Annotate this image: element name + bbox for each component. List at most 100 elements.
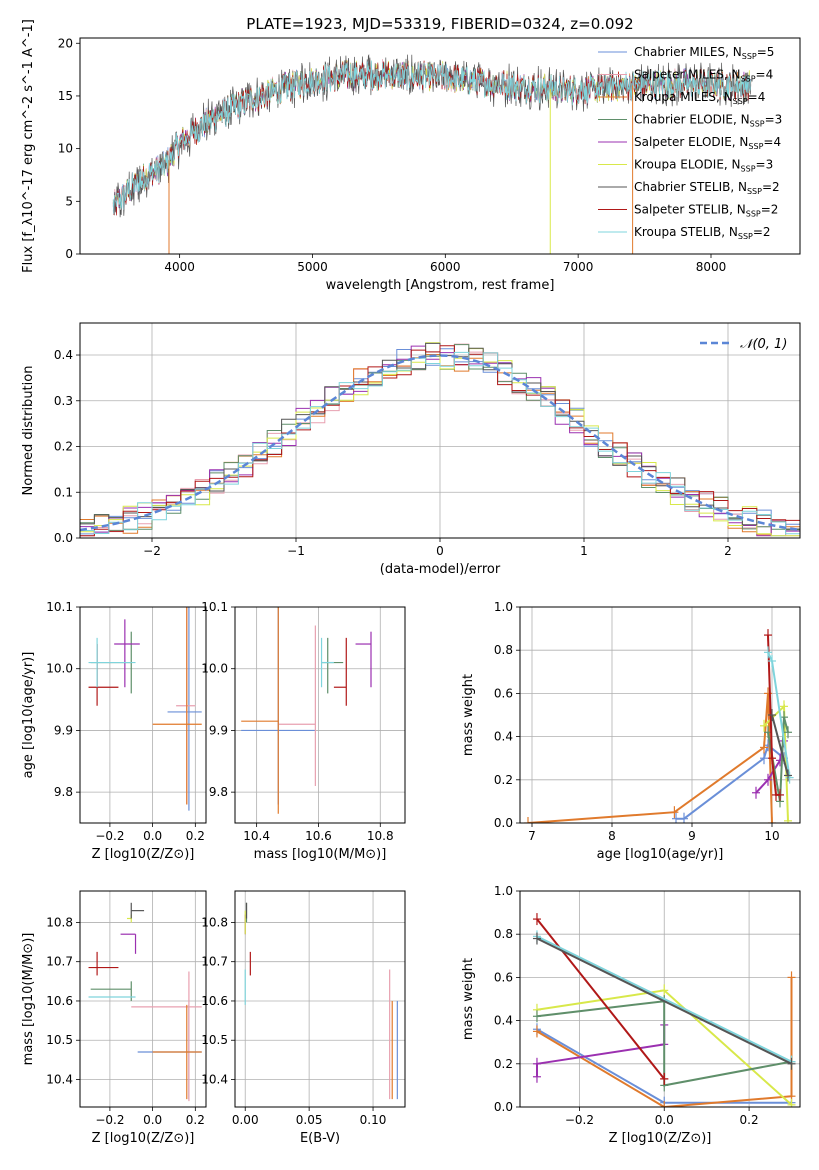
y-tick-label: 10.8 <box>46 915 73 929</box>
y-tick-label: 0.4 <box>494 730 513 744</box>
x-tick-label: 0 <box>436 544 444 558</box>
legend-label-2: Kroupa MILES, NSSP=4 <box>634 90 765 106</box>
legend-label-prefix: Chabrier ELODIE, N <box>634 113 750 127</box>
y-axis-label: mass weight <box>461 958 476 1040</box>
panel-residual_histogram: −2 −1 0 1 2 0.0 0.1 0.2 0.3 0.4 (data-model)/error… <box>21 322 801 577</box>
y-axis-label: mass weight <box>461 674 476 756</box>
figure-title: PLATE=1923, MJD=53319, FIBERID=0324, z=0… <box>246 15 633 33</box>
x-axis-label: E(B-V) <box>300 1131 340 1146</box>
legend-label-prefix: Salpeter MILES, N <box>634 68 741 82</box>
y-tick-label: 0.1 <box>54 485 73 499</box>
y-axis-label: mass [log10(M/M⊙)] <box>21 933 36 1066</box>
axes-frame <box>79 322 801 539</box>
y-tick-label: 0.2 <box>494 773 513 787</box>
x-tick-label: 4000 <box>164 260 195 274</box>
y-tick-label: 0 <box>65 247 73 261</box>
y-tick-label: 10.6 <box>201 994 228 1008</box>
x-axis-label: Z [log10(Z/Z⊙)] <box>92 847 195 862</box>
x-tick-label: 9 <box>688 829 696 843</box>
legend-label-sub: SSP <box>748 142 763 151</box>
y-tick-label: 10.7 <box>201 955 228 969</box>
plot-area <box>88 902 202 1102</box>
x-tick-label: 8000 <box>696 260 727 274</box>
legend-label-suffix: =4 <box>748 90 766 104</box>
y-tick-label: 10.0 <box>46 662 73 676</box>
legend-label-0: Chabrier MILES, NSSP=5 <box>634 45 774 61</box>
y-tick-label: 0.2 <box>54 440 73 454</box>
y-tick-label: 9.8 <box>209 785 228 799</box>
y-tick-label: 0.3 <box>54 394 73 408</box>
x-tick-label: 10.4 <box>243 829 270 843</box>
plot-area <box>88 607 202 811</box>
axes-frame <box>79 606 207 824</box>
legend-label-suffix: =2 <box>762 180 780 194</box>
legend-label-8: Kroupa STELIB, NSSP=2 <box>634 225 771 241</box>
x-tick-label: −0.2 <box>95 829 124 843</box>
y-tick-label: 0.6 <box>494 686 513 700</box>
y-tick-label: 10.1 <box>46 600 73 614</box>
massweight-line-6 <box>536 935 792 1063</box>
y-tick-label: 9.9 <box>54 723 73 737</box>
legend-label-suffix: =4 <box>763 135 781 149</box>
y-tick-label: 0.8 <box>494 643 513 657</box>
legend-label-suffix: =2 <box>753 225 771 239</box>
x-tick-label: 0.10 <box>360 1113 387 1127</box>
y-tick-label: 1.0 <box>494 600 513 614</box>
y-tick-label: 10.5 <box>46 1033 73 1047</box>
legend-label-sub: SSP <box>750 120 765 129</box>
y-axis-label: Normed distribution <box>21 366 36 496</box>
x-tick-label: 0.2 <box>740 1113 759 1127</box>
histogram-legend: 𝒩(0, 1) <box>700 337 787 352</box>
legend-label-sub: SSP <box>741 165 756 174</box>
y-axis-label: Flux [f_λ10^-17 erg cm^-2 s^-1 A^-1] <box>21 19 36 273</box>
legend-label-4: Salpeter ELODIE, NSSP=4 <box>634 135 781 151</box>
plot-area <box>80 342 800 537</box>
normal-curve <box>80 354 800 532</box>
legend-label-sub: SSP <box>747 187 762 196</box>
legend-label-sub: SSP <box>742 52 757 61</box>
legend-label-1: Salpeter MILES, NSSP=4 <box>634 68 773 84</box>
legend-label-prefix: Salpeter STELIB, N <box>634 203 746 217</box>
y-tick-label: 10.4 <box>46 1073 73 1087</box>
legend-label-suffix: =2 <box>761 203 779 217</box>
legend-label-3: Chabrier ELODIE, NSSP=3 <box>634 113 782 129</box>
legend-label-prefix: Chabrier MILES, N <box>634 45 742 59</box>
x-axis-label: mass [log10(M/M⊙)] <box>254 847 387 862</box>
x-axis-label: wavelength [Angstrom, rest frame] <box>326 278 555 293</box>
legend-label-prefix: Chabrier STELIB, N <box>634 180 747 194</box>
legend-label-6: Chabrier STELIB, NSSP=2 <box>634 180 780 196</box>
x-tick-label: 7000 <box>563 260 594 274</box>
legend-label-prefix: Salpeter ELODIE, N <box>634 135 748 149</box>
axes-frame <box>79 37 801 255</box>
legend-label-prefix: Kroupa STELIB, N <box>634 225 738 239</box>
plot-area <box>532 913 796 1107</box>
axes-frame <box>79 890 207 1108</box>
x-axis-label: (data-model)/error <box>380 562 501 577</box>
legend-label-prefix: Kroupa MILES, N <box>634 90 733 104</box>
x-tick-label: 6000 <box>430 260 461 274</box>
legend-label-suffix: =3 <box>756 158 774 172</box>
normal-legend-label: 𝒩(0, 1) <box>740 337 787 352</box>
y-tick-label: 10.6 <box>46 994 73 1008</box>
panel-Z_vs_mass: −0.2 0.0 0.2 10.4 10.5 10.6 10.7 10.8 Z [log10(Z… <box>21 890 207 1146</box>
x-axis-label: Z [log10(Z/Z⊙)] <box>92 1131 195 1146</box>
x-tick-label: 0.00 <box>232 1113 259 1127</box>
plot-area <box>241 607 372 814</box>
panel-spectrum: 4000 5000 6000 7000 8000 0 5 10 15 20 wavelength [… <box>21 19 801 293</box>
x-tick-label: 5000 <box>297 260 328 274</box>
x-tick-label: 1 <box>580 544 588 558</box>
y-tick-label: 0.0 <box>54 531 73 545</box>
y-tick-label: 10.7 <box>46 955 73 969</box>
x-tick-label: 0.0 <box>143 829 162 843</box>
legend-label-suffix: =3 <box>765 113 783 127</box>
y-tick-label: 10.0 <box>201 662 228 676</box>
legend-label-suffix: =4 <box>756 68 774 82</box>
legend-label-sub: SSP <box>746 210 761 219</box>
x-tick-label: 10 <box>764 829 779 843</box>
legend-label-suffix: =5 <box>757 45 775 59</box>
legend-label-prefix: Kroupa ELODIE, N <box>634 158 741 172</box>
legend-label-5: Kroupa ELODIE, NSSP=3 <box>634 158 773 174</box>
x-axis-label: Z [log10(Z/Z⊙)] <box>609 1131 712 1146</box>
